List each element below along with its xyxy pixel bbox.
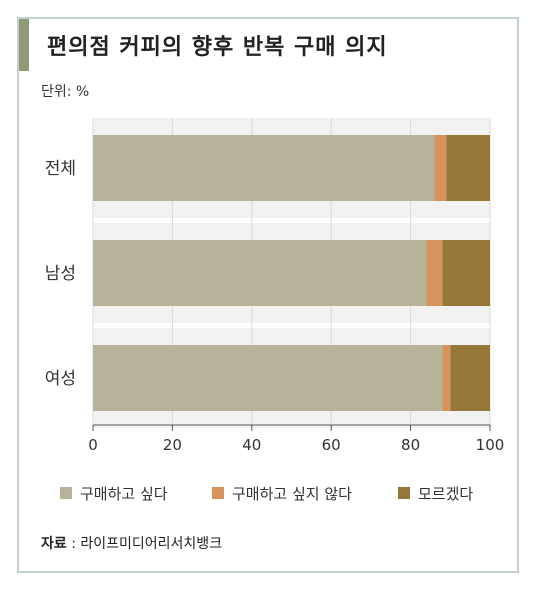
bar-segment — [446, 135, 490, 201]
bar-segment — [93, 345, 443, 411]
x-tick-label: 40 — [242, 436, 261, 454]
title-accent-bar — [19, 19, 29, 71]
chart-title: 편의점 커피의 향후 반복 구매 의지 — [47, 35, 388, 60]
source-separator: : — [66, 536, 81, 552]
x-tick-label: 80 — [401, 436, 420, 454]
x-tick-label: 0 — [88, 436, 98, 454]
source-note: 자료 : 라이프미디어리서치뱅크 — [41, 533, 222, 553]
bar-segment — [434, 135, 447, 201]
bar-segment — [426, 240, 443, 306]
source-label: 자료 — [41, 536, 67, 552]
bar-segment — [442, 345, 451, 411]
legend-swatch — [398, 487, 410, 499]
bar-segment — [93, 135, 435, 201]
legend-label: 구매하고 싶지 않다 — [232, 485, 352, 503]
category-label: 여성 — [45, 369, 76, 389]
x-tick-label: 60 — [322, 436, 341, 454]
bar-segment — [93, 240, 427, 306]
source-text: 라이프미디어리서치뱅크 — [80, 536, 223, 552]
x-tick-label: 100 — [476, 436, 505, 454]
bar-segment — [450, 345, 490, 411]
legend-label: 구매하고 싶다 — [80, 485, 168, 503]
legend-swatch — [60, 487, 72, 499]
category-label: 전체 — [45, 159, 76, 179]
category-label: 남성 — [45, 264, 76, 284]
bar-segment — [442, 240, 490, 306]
x-tick-label: 20 — [163, 436, 182, 454]
legend-swatch — [212, 487, 224, 499]
unit-label: 단위: % — [41, 84, 90, 100]
legend-label: 모르겠다 — [418, 485, 473, 503]
